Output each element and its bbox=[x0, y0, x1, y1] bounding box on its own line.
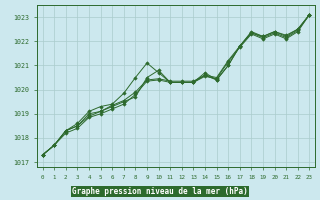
Text: Graphe pression niveau de la mer (hPa): Graphe pression niveau de la mer (hPa) bbox=[72, 187, 248, 196]
